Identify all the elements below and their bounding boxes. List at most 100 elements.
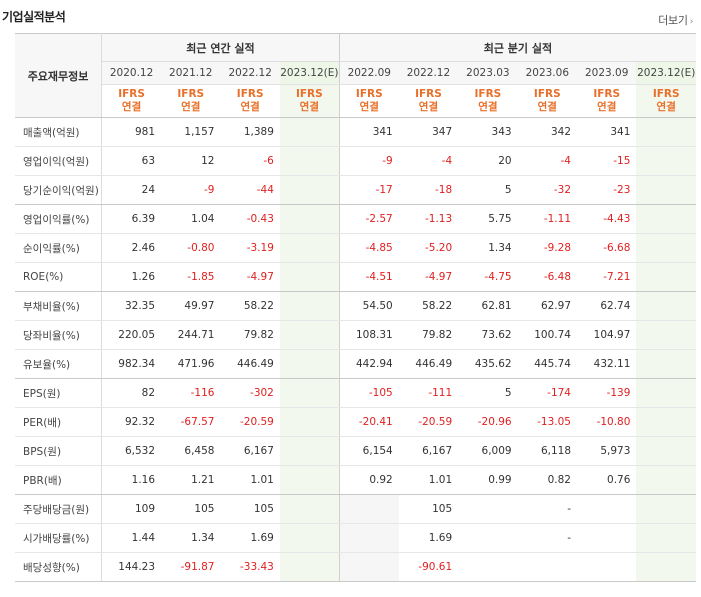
value-cell: 24 bbox=[101, 175, 162, 205]
period-header-quarter: 2023.09 bbox=[577, 61, 637, 85]
value-cell: -3.19 bbox=[220, 233, 280, 263]
row-label: 주당배당금(원) bbox=[15, 494, 103, 524]
value-cell: 1.04 bbox=[161, 204, 221, 234]
value-cell: -5.20 bbox=[398, 233, 459, 263]
standard-line1: IFRS bbox=[652, 88, 680, 100]
value-cell: 58.22 bbox=[220, 291, 280, 321]
row-label: 부채비율(%) bbox=[15, 291, 103, 321]
value-cell: -1.85 bbox=[161, 262, 221, 292]
value-cell: -20.41 bbox=[339, 407, 399, 437]
section-header: 기업실적분석 더보기 › bbox=[0, 0, 701, 34]
value-cell: 1.01 bbox=[220, 465, 280, 495]
standard-line1: IFRS bbox=[593, 88, 621, 100]
value-cell: -4 bbox=[517, 146, 577, 176]
value-cell: -67.57 bbox=[161, 407, 221, 437]
table-row: 주당배당금(원) 109 105 105 105- bbox=[15, 494, 696, 524]
value-cell: -33.43 bbox=[220, 552, 280, 582]
value-cell: 5,973 bbox=[577, 436, 637, 466]
value-cell: 63 bbox=[101, 146, 162, 176]
value-cell: 5.75 bbox=[458, 204, 518, 234]
value-cell bbox=[636, 436, 696, 466]
value-cell: -2.57 bbox=[339, 204, 399, 234]
value-cell: 79.82 bbox=[398, 320, 459, 350]
value-cell: -9 bbox=[161, 175, 221, 205]
table-row: 순이익률(%) 2.46 -0.80 -3.19 -4.85 -5.20 1.34 -9.28… bbox=[15, 233, 696, 263]
table-row: 유보율(%) 982.34 471.96 446.49 442.94 446.49 435.… bbox=[15, 349, 696, 379]
standard-line1: IFRS bbox=[533, 88, 561, 100]
standard-line2: 연결 bbox=[537, 101, 557, 113]
value-cell: 1.21 bbox=[161, 465, 221, 495]
value-cell: 54.50 bbox=[339, 291, 399, 321]
row-label: 매출액(억원) bbox=[15, 117, 103, 147]
value-cell bbox=[458, 494, 518, 524]
row-label: 순이익률(%) bbox=[15, 233, 103, 263]
value-cell: -105 bbox=[339, 378, 399, 408]
value-cell: 82 bbox=[101, 378, 162, 408]
value-cell: -111 bbox=[398, 378, 459, 408]
standard-line2: 연결 bbox=[656, 101, 676, 113]
value-cell bbox=[339, 523, 399, 553]
value-cell: -90.61 bbox=[398, 552, 459, 582]
value-cell: 244.71 bbox=[161, 320, 221, 350]
value-cell bbox=[279, 407, 340, 437]
value-cell: 104.97 bbox=[577, 320, 637, 350]
value-cell: 982.34 bbox=[101, 349, 162, 379]
value-cell: 20 bbox=[458, 146, 518, 176]
value-cell: 347 bbox=[398, 117, 459, 147]
value-cell: 62.97 bbox=[517, 291, 577, 321]
value-cell: - bbox=[517, 494, 577, 524]
period-header-quarter: 2022.12 bbox=[398, 61, 459, 85]
value-cell: 341 bbox=[339, 117, 399, 147]
value-cell: 446.49 bbox=[220, 349, 280, 379]
value-cell: 62.74 bbox=[577, 291, 637, 321]
value-cell bbox=[636, 175, 696, 205]
row-label: BPS(원) bbox=[15, 436, 103, 466]
value-cell bbox=[636, 291, 696, 321]
value-cell bbox=[458, 523, 518, 553]
more-label[interactable]: 더보기 bbox=[658, 14, 688, 27]
value-cell: 0.92 bbox=[339, 465, 399, 495]
value-cell bbox=[636, 204, 696, 234]
value-cell bbox=[577, 494, 637, 524]
value-cell: -302 bbox=[220, 378, 280, 408]
standard-line2: 연결 bbox=[418, 101, 439, 113]
value-cell: -174 bbox=[517, 378, 577, 408]
table-row: PBR(배) 1.16 1.21 1.01 0.92 1.01 0.99 0.82 0.76 bbox=[15, 465, 696, 495]
value-cell: -6.48 bbox=[517, 262, 577, 292]
financial-summary-table: 주요재무정보 최근 연간 실적 최근 분기 실적 2020.12 2021.12 2… bbox=[15, 33, 696, 582]
value-cell bbox=[636, 465, 696, 495]
value-cell: -32 bbox=[517, 175, 577, 205]
value-cell: -15 bbox=[577, 146, 637, 176]
accounting-standard-label: IFRS 연결 bbox=[398, 84, 459, 118]
period-header-annual: 2020.12 bbox=[101, 61, 162, 85]
value-cell: 1,389 bbox=[220, 117, 280, 147]
standard-line2: 연결 bbox=[299, 101, 319, 113]
value-cell: -4.51 bbox=[339, 262, 399, 292]
value-cell bbox=[279, 204, 340, 234]
standard-line2: 연결 bbox=[359, 101, 379, 113]
value-cell: -9.28 bbox=[517, 233, 577, 263]
accounting-standard-label: IFRS 연결 bbox=[458, 84, 518, 118]
table-row: ROE(%) 1.26 -1.85 -4.97 -4.51 -4.97 -4.75 -6.48… bbox=[15, 262, 696, 292]
row-label: ROE(%) bbox=[15, 262, 103, 292]
value-cell: 6,118 bbox=[517, 436, 577, 466]
table-row: 영업이익(억원) 63 12 -6 -9 -4 20 -4 -15 bbox=[15, 146, 696, 176]
value-cell bbox=[279, 378, 340, 408]
value-cell: 1.69 bbox=[220, 523, 280, 553]
value-cell: -23 bbox=[577, 175, 637, 205]
more-link[interactable]: 더보기 › bbox=[658, 12, 693, 28]
table-row: 시가배당률(%) 1.44 1.34 1.69 1.69- bbox=[15, 523, 696, 553]
value-cell: -9 bbox=[339, 146, 399, 176]
accounting-standard-label: IFRS 연결 bbox=[279, 84, 340, 118]
value-cell: 341 bbox=[577, 117, 637, 147]
value-cell bbox=[279, 175, 340, 205]
value-cell bbox=[279, 494, 340, 524]
value-cell: -13.05 bbox=[517, 407, 577, 437]
value-cell bbox=[636, 262, 696, 292]
table-row: 부채비율(%) 32.35 49.97 58.22 54.50 58.22 62.81 62.… bbox=[15, 291, 696, 321]
value-cell bbox=[636, 349, 696, 379]
value-cell: 435.62 bbox=[458, 349, 518, 379]
value-cell bbox=[636, 146, 696, 176]
accounting-standard-label: IFRS 연결 bbox=[577, 84, 637, 118]
value-cell: 144.23 bbox=[101, 552, 162, 582]
